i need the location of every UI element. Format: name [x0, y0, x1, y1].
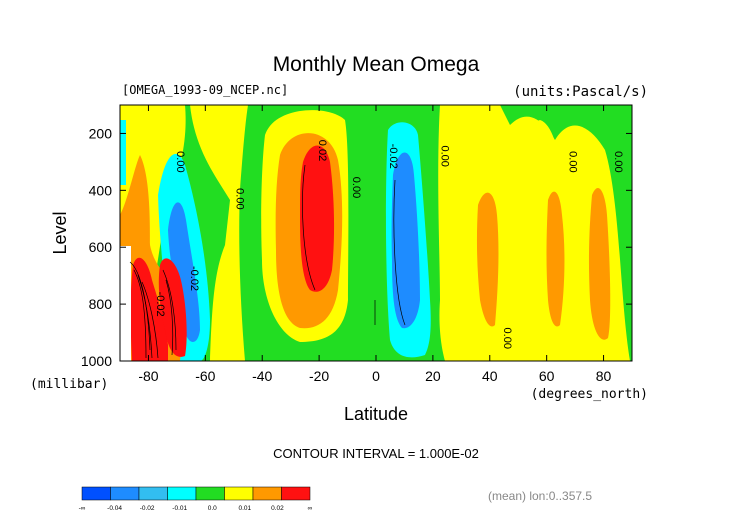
x-tick-label: 20 — [425, 368, 441, 384]
x-axis: -80 -60 -40 -20 0 20 40 60 80 — [138, 105, 612, 384]
colorbar-label: 0.01 — [239, 505, 252, 512]
colorbar-label: 0.0 — [208, 505, 217, 512]
y-tick-label: 600 — [89, 239, 113, 255]
orange-region-east-c — [588, 187, 611, 340]
red-region-polar-b — [158, 258, 187, 357]
colorbar-swatch — [110, 486, 140, 501]
contour-label: 0.02 — [316, 140, 328, 161]
orange-region-east-a — [476, 192, 499, 327]
y-axis-units: (millibar) — [30, 377, 108, 392]
y-tick-label: 200 — [89, 125, 113, 141]
contour-labels: 0.00 0.00 -0.02 -0.02 0.02 0.00 -0.02 0.00 0.00 0… — [154, 140, 624, 349]
below-ground-mask — [120, 246, 131, 361]
colorbar-swatch — [252, 486, 282, 501]
contour-label: 0.00 — [234, 188, 246, 209]
contour-lines — [129, 164, 406, 359]
footnote: (mean) lon:0..357.5 — [488, 489, 592, 503]
cyan-region-edge — [120, 120, 126, 185]
contour-label: 0.00 — [350, 177, 362, 198]
green-region-east — [500, 105, 632, 361]
x-axis-label: Latitude — [344, 404, 408, 424]
red-region-central — [300, 145, 335, 292]
units-label: (units:Pascal/s) — [513, 84, 648, 100]
yellow-region-east — [445, 105, 568, 361]
y-axis-label: Level — [50, 211, 70, 254]
colorbar-label: -∞ — [79, 505, 86, 512]
contour-interval: CONTOUR INTERVAL = 1.000E-02 — [273, 446, 479, 461]
colorbar-swatch — [224, 486, 254, 501]
contour-field — [120, 105, 632, 361]
contour-label: 0.00 — [174, 151, 186, 172]
chart-title: Monthly Mean Omega — [273, 53, 480, 76]
y-tick-label: 400 — [89, 182, 113, 198]
contour-label: 0.00 — [612, 151, 624, 172]
orange-region-east-b — [546, 191, 565, 327]
colorbar-swatch — [138, 486, 168, 501]
x-tick-label: 60 — [539, 368, 555, 384]
colorbar: -∞ -0.04 -0.02 -0.01 0.0 0.01 0.02 ∞ — [79, 486, 313, 512]
blue-region-central — [391, 152, 420, 329]
x-tick-label: 0 — [372, 368, 380, 384]
x-tick-label: -80 — [138, 368, 158, 384]
x-tick-label: 80 — [596, 368, 612, 384]
file-label: [OMEGA_1993-09_NCEP.nc] — [122, 83, 288, 97]
x-tick-label: -20 — [309, 368, 329, 384]
colorbar-swatch — [81, 486, 111, 501]
x-tick-label: 40 — [482, 368, 498, 384]
contour-label: -0.02 — [387, 144, 399, 169]
colorbar-label: -0.02 — [140, 505, 155, 512]
contour-label: -0.02 — [188, 266, 200, 291]
y-axis: 200 400 600 800 1000 — [81, 125, 632, 369]
contour-label: 0.00 — [501, 328, 513, 349]
colorbar-swatch — [281, 486, 311, 501]
x-tick-label: -40 — [252, 368, 272, 384]
colorbar-label: -0.04 — [107, 505, 122, 512]
contour-label: -0.02 — [154, 292, 166, 317]
colorbar-swatch — [195, 486, 225, 501]
colorbar-label: ∞ — [308, 505, 313, 512]
contour-label: 0.00 — [566, 151, 578, 172]
contour-label: 0.00 — [438, 145, 450, 166]
x-tick-label: -60 — [195, 368, 215, 384]
y-tick-label: 800 — [89, 296, 113, 312]
y-tick-label: 1000 — [81, 353, 112, 369]
red-region-polar — [130, 257, 168, 361]
x-axis-units: (degrees_north) — [531, 387, 648, 402]
colorbar-label: -0.01 — [172, 505, 187, 512]
blue-region-west — [168, 202, 200, 342]
colorbar-label: 0.02 — [271, 505, 284, 512]
colorbar-swatch — [167, 486, 197, 501]
